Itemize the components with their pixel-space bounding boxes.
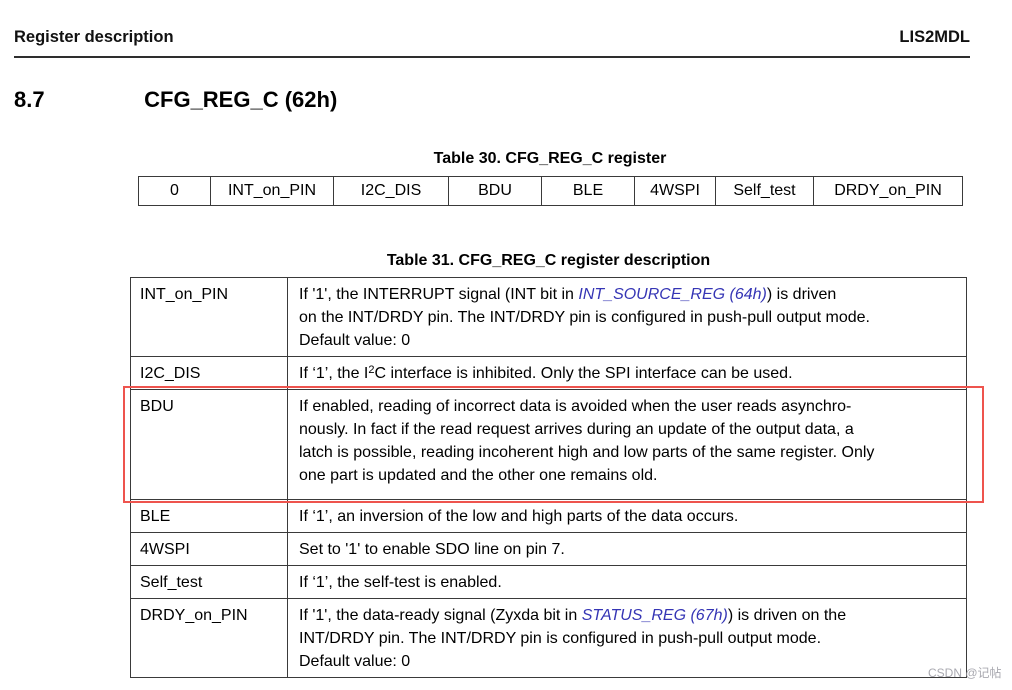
register-bit-cell: 0 — [138, 176, 211, 206]
description-row: 4WSPI Set to '1' to enable SDO line on pi… — [130, 532, 967, 566]
description-row: BLE If ‘1’, an inversion of the low and h… — [130, 499, 967, 533]
header-running-title: Register description — [14, 28, 174, 46]
description-text: If ‘1’, the I — [299, 365, 369, 382]
description-text: ) is driven on the INT/DRDY pin. The INT… — [299, 286, 870, 349]
header-part-number: LIS2MDL — [899, 28, 970, 46]
register-bit-cell: 4WSPI — [634, 176, 716, 206]
header-divider — [14, 56, 970, 58]
register-bit-cell: INT_on_PIN — [210, 176, 334, 206]
register-field-name: BDU — [130, 389, 288, 500]
register-bit-cell: Self_test — [715, 176, 814, 206]
description-row: INT_on_PIN If '1', the INTERRUPT signal (… — [130, 277, 967, 357]
superscript-text: 2 — [368, 364, 375, 376]
register-description-table: INT_on_PIN If '1', the INTERRUPT signal (… — [130, 277, 967, 678]
description-row: I2C_DIS If ‘1’, the I2C interface is inhi… — [130, 356, 967, 390]
description-row: Self_test If ‘1’, the self-test is enable… — [130, 565, 967, 599]
register-cross-reference-link[interactable]: STATUS_REG (67h) — [581, 607, 728, 624]
register-bit-cell: DRDY_on_PIN — [813, 176, 963, 206]
register-field-name: DRDY_on_PIN — [130, 598, 288, 678]
register-field-description: Set to '1' to enable SDO line on pin 7. — [287, 532, 967, 566]
section-number: 8.7 — [14, 87, 45, 112]
description-text: ) is driven on the INT/DRDY pin. The INT… — [299, 607, 847, 670]
description-text: If ‘1’, the self-test is enabled. — [299, 574, 502, 591]
register-bit-cell: BLE — [541, 176, 635, 206]
register-field-name: Self_test — [130, 565, 288, 599]
description-text: Set to '1' to enable SDO line on pin 7. — [299, 541, 565, 558]
description-text: If '1', the data-ready signal (Zyxda bit… — [299, 607, 582, 624]
description-text: If '1', the INTERRUPT signal (INT bit in — [299, 286, 579, 303]
register-field-name: BLE — [130, 499, 288, 533]
section-title: CFG_REG_C (62h) — [144, 87, 338, 112]
register-cross-reference-link[interactable]: INT_SOURCE_REG (64h) — [578, 286, 767, 303]
register-field-description: If enabled, reading of incorrect data is… — [287, 389, 967, 500]
description-text: C interface is inhibited. Only the SPI i… — [374, 365, 793, 382]
register-field-description: If ‘1’, the I2C interface is inhibited. … — [287, 356, 967, 390]
description-row: DRDY_on_PIN If '1', the data-ready signal… — [130, 598, 967, 678]
register-bits-table: 0 INT_on_PIN I2C_DIS BDU BLE 4WSPI Self_test DR… — [138, 176, 963, 206]
page-header: Register description LIS2MDL — [14, 28, 970, 47]
register-field-description: If ‘1’, an inversion of the low and high… — [287, 499, 967, 533]
description-text: If ‘1’, an inversion of the low and high… — [299, 508, 739, 525]
register-field-description: If ‘1’, the self-test is enabled. — [287, 565, 967, 599]
register-field-name: INT_on_PIN — [130, 277, 288, 357]
description-row: BDU If enabled, reading of incorrect data… — [130, 389, 967, 500]
register-table-caption: Table 30. CFG_REG_C register — [433, 150, 667, 167]
register-field-name: I2C_DIS — [130, 356, 288, 390]
register-bits-row: 0 INT_on_PIN I2C_DIS BDU BLE 4WSPI Self_test DR… — [138, 176, 963, 206]
description-table-caption: Table 31. CFG_REG_C register description — [386, 252, 711, 269]
watermark: CSDN @记帖 — [928, 666, 1002, 680]
register-bit-cell: I2C_DIS — [333, 176, 449, 206]
description-text: If enabled, reading of incorrect data is… — [299, 398, 875, 484]
register-bit-cell: BDU — [448, 176, 542, 206]
register-field-description: If '1', the INTERRUPT signal (INT bit in… — [287, 277, 967, 357]
register-field-name: 4WSPI — [130, 532, 288, 566]
section-heading: 8.7 CFG_REG_C (62h) — [14, 87, 337, 113]
register-field-description: If '1', the data-ready signal (Zyxda bit… — [287, 598, 967, 678]
